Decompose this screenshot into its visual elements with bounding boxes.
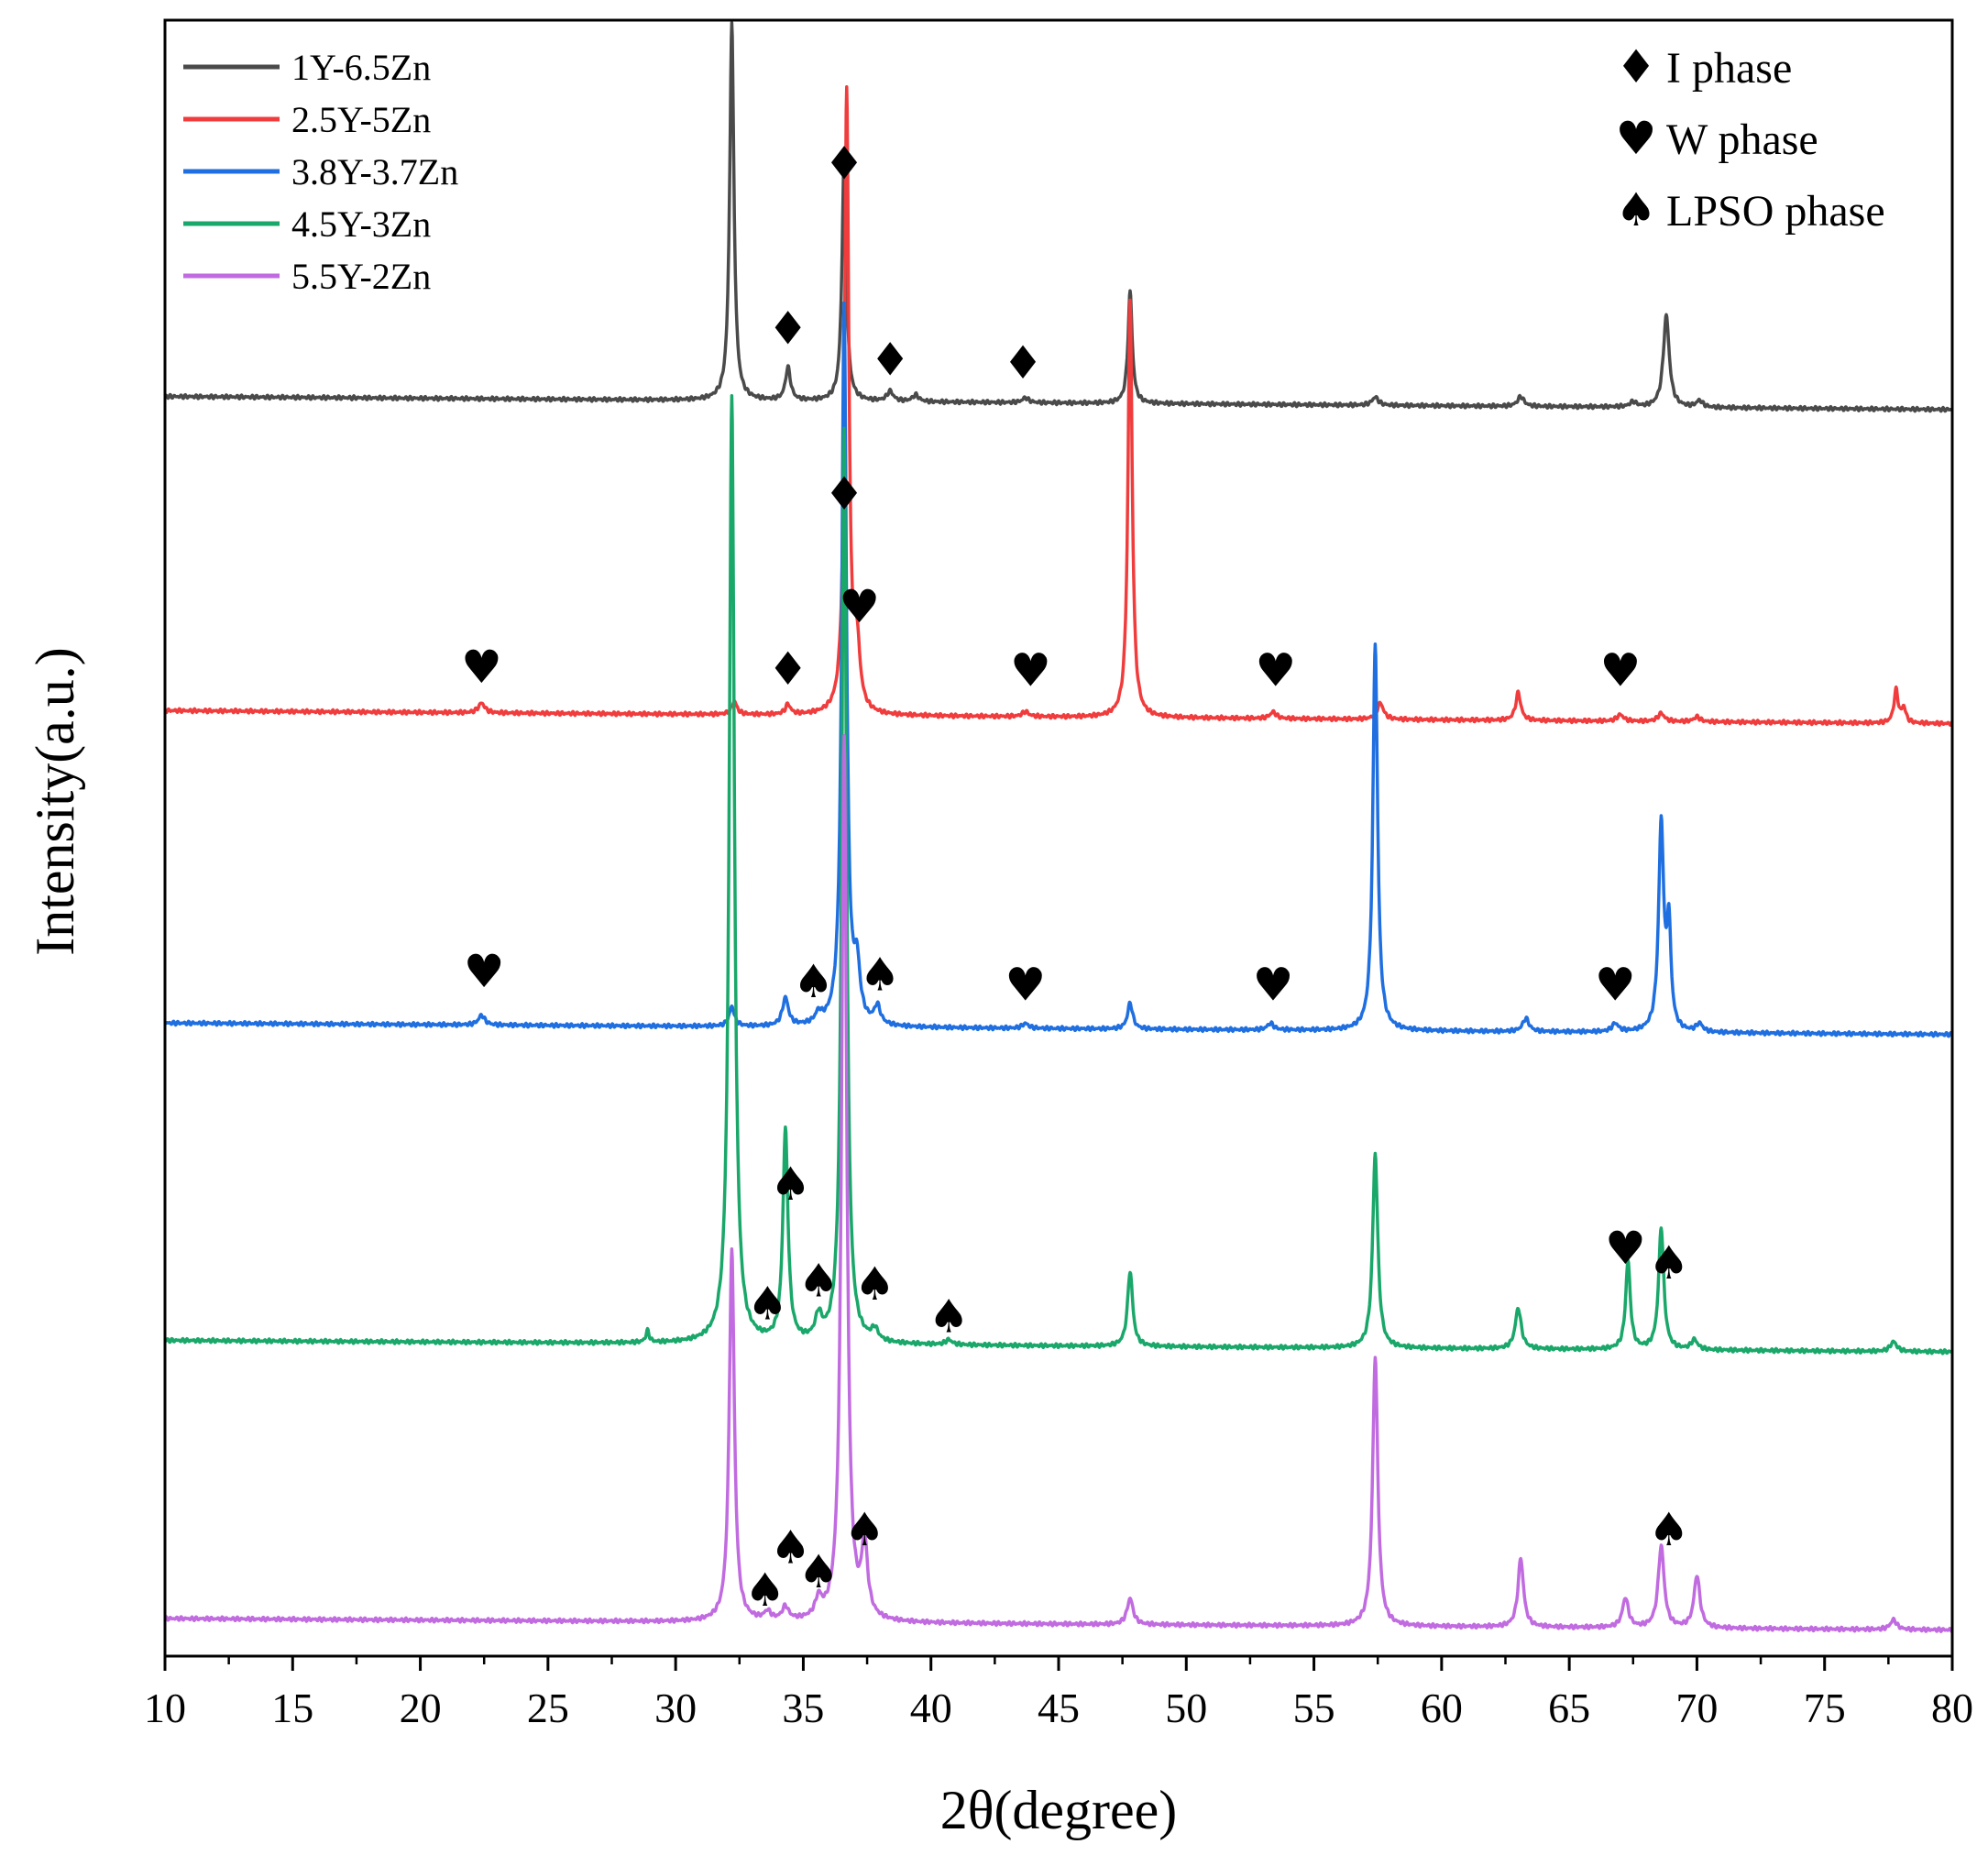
peak-marker: ♠ xyxy=(770,1158,811,1211)
x-tick-label: 70 xyxy=(1675,1685,1718,1731)
x-tick-label: 35 xyxy=(782,1685,824,1731)
peak-marker: ♥ xyxy=(839,580,880,633)
peak-marker: ♥ xyxy=(1010,644,1051,697)
peak-marker: ♦ xyxy=(767,642,808,696)
phase-legend: ♦ I phase♥ W phase♠ LPSO phase xyxy=(1616,40,1885,236)
x-tick-label: 65 xyxy=(1548,1685,1590,1731)
legend-label-2.5Y-5Zn: 2.5Y-5Zn xyxy=(291,99,431,140)
x-tick-label: 20 xyxy=(400,1685,442,1731)
legend-label-4.5Y-3Zn: 4.5Y-3Zn xyxy=(291,203,431,245)
peak-marker: ♥ xyxy=(461,641,502,694)
x-tick-label: 15 xyxy=(271,1685,313,1731)
peak-marker: ♠ xyxy=(860,949,901,1002)
peak-marker: ♦ xyxy=(824,467,865,521)
legend-label-3.8Y-3.7Zn: 3.8Y-3.7Zn xyxy=(291,151,458,192)
legend-label-5.5Y-2Zn: 5.5Y-2Zn xyxy=(291,256,431,297)
y-axis-title: Intensity(a.u.) xyxy=(25,647,85,956)
series-line-5.5Y-2Zn xyxy=(165,736,1952,1632)
peak-marker: ♦ xyxy=(767,302,808,356)
peak-marker: ♥ xyxy=(1599,644,1641,697)
peak-marker: ♠ xyxy=(1648,1236,1689,1290)
x-axis-ticks: 10 15 20 25 30 35 40 45 50 55 60 65 70 75 80 xyxy=(144,1656,1973,1731)
peak-marker: ♦ xyxy=(824,137,865,190)
phase-legend-symbol: ♠ xyxy=(1616,183,1657,236)
peak-annotations: ♦♦♦ ♦♦♥♥ ♦ ♥ ♥ ♥♥ ♠ ♠ ♥ ♥ ♥♠♥ ♠♠ ♠♠ ♠♠ ♠ ♠♠♠ xyxy=(461,137,1689,1617)
phase-legend-symbol: ♦ xyxy=(1616,40,1657,93)
plot-frame xyxy=(165,20,1952,1656)
x-tick-label: 10 xyxy=(144,1685,186,1731)
phase-legend-label: LPSO phase xyxy=(1666,187,1885,236)
x-tick-label: 60 xyxy=(1421,1685,1463,1731)
x-tick-label: 30 xyxy=(654,1685,697,1731)
x-tick-label: 80 xyxy=(1931,1685,1973,1731)
peak-marker: ♠ xyxy=(844,1503,885,1556)
peak-marker: ♠ xyxy=(793,955,834,1008)
x-tick-label: 75 xyxy=(1804,1685,1846,1731)
series-line-3.8Y-3.7Zn xyxy=(165,303,1952,1037)
series-group xyxy=(165,23,1952,1632)
peak-marker: ♥ xyxy=(464,945,505,998)
phase-legend-label: W phase xyxy=(1666,115,1818,164)
peak-marker: ♥ xyxy=(1255,644,1296,697)
peak-marker: ♥ xyxy=(1005,958,1046,1011)
peak-marker: ♠ xyxy=(854,1257,895,1311)
peak-marker: ♠ xyxy=(747,1277,788,1330)
peak-marker: ♦ xyxy=(1003,336,1044,390)
peak-marker: ♦ xyxy=(870,333,911,386)
peak-marker: ♠ xyxy=(928,1290,970,1344)
x-tick-label: 50 xyxy=(1165,1685,1207,1731)
peak-marker: ♠ xyxy=(798,1545,840,1598)
peak-marker: ♠ xyxy=(1648,1503,1689,1556)
phase-legend-label: I phase xyxy=(1666,44,1792,93)
x-tick-label: 25 xyxy=(527,1685,569,1731)
phase-legend-symbol: ♥ xyxy=(1616,112,1657,165)
legend-label-1Y-6.5Zn: 1Y-6.5Zn xyxy=(291,47,431,88)
peak-marker: ♥ xyxy=(1253,958,1294,1011)
x-tick-label: 45 xyxy=(1038,1685,1080,1731)
series-line-4.5Y-3Zn xyxy=(165,396,1952,1354)
series-legend: 1Y-6.5Zn 2.5Y-5Zn 3.8Y-3.7Zn 4.5Y-3Zn 5.5Y-2… xyxy=(183,47,458,297)
x-tick-label: 55 xyxy=(1293,1685,1335,1731)
x-axis-title: 2θ(degree) xyxy=(940,1780,1178,1840)
x-tick-label: 40 xyxy=(910,1685,952,1731)
peak-marker: ♠ xyxy=(798,1254,840,1307)
peak-marker: ♥ xyxy=(1605,1222,1646,1275)
peak-marker: ♠ xyxy=(744,1564,785,1617)
peak-marker: ♥ xyxy=(1595,958,1636,1011)
xrd-chart: 10 15 20 25 30 35 40 45 50 55 60 65 70 75 80 2θ(degree)… xyxy=(0,0,1988,1866)
